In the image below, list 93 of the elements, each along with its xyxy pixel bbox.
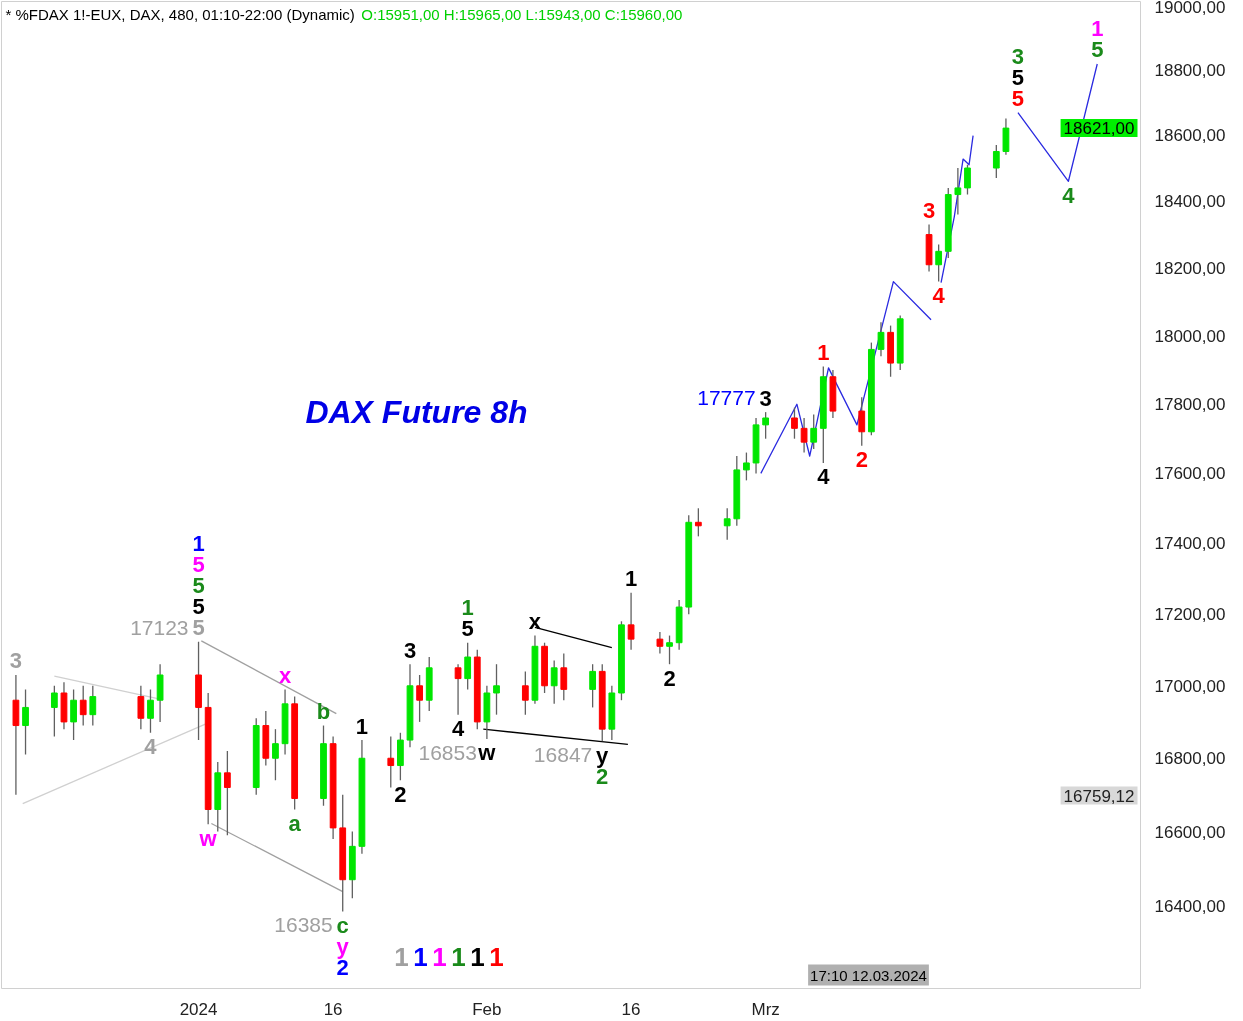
y-tick-label: 17200,00 — [1154, 605, 1226, 625]
candlestick — [858, 396, 866, 447]
candlestick — [89, 685, 97, 727]
candlestick — [723, 507, 731, 541]
annotation: 16847 — [533, 743, 593, 767]
annotation: 4 — [144, 734, 158, 760]
candlestick — [762, 411, 770, 440]
annotation: 1 — [451, 941, 466, 972]
candlestick — [272, 728, 279, 781]
annotation: x — [278, 662, 292, 688]
annotation: 2 — [663, 665, 676, 691]
annotation: 16759,12 — [1063, 786, 1135, 806]
candlestick — [992, 144, 1000, 179]
candlestick — [589, 663, 597, 709]
annotation: 1 — [394, 941, 409, 972]
annotation: 4 — [932, 283, 946, 309]
candlestick — [656, 631, 664, 655]
y-tick-label: 17600,00 — [1154, 464, 1226, 484]
annotation: x — [528, 609, 542, 635]
y-tick-label: 17800,00 — [1154, 395, 1226, 415]
x-tick-label: Mrz — [751, 999, 780, 1019]
annotation: a — [288, 810, 302, 836]
candlestick — [521, 670, 529, 716]
candlestick — [22, 688, 29, 756]
annotation: 2 — [855, 447, 868, 473]
annotation: 2 — [394, 781, 407, 807]
x-tick-label: Feb — [472, 999, 502, 1019]
annotation: 1 — [355, 713, 369, 739]
annotation: 1 — [817, 339, 830, 365]
candlestick — [810, 413, 818, 450]
candlestick — [954, 167, 962, 216]
candlestick — [387, 735, 395, 789]
candlestick — [560, 652, 568, 701]
y-tick-label: 17000,00 — [1154, 676, 1226, 696]
candlestick — [627, 592, 635, 651]
candlestick — [800, 417, 808, 454]
candlestick — [1002, 117, 1010, 156]
candlestick — [416, 674, 423, 723]
annotation: O:15951,00 H:15965,00 L:15943,00 C:15960,00 — [361, 5, 683, 23]
x-tick-label: 16 — [323, 999, 343, 1019]
annotation: 4 — [451, 716, 465, 742]
annotation: 17123 — [130, 615, 189, 639]
annotation: 3 — [922, 198, 936, 224]
annotation: 3 — [9, 648, 23, 674]
annotation: * %FDAX 1!-EUX, DAX, 480, 01:10-22:00 (Dynamic) — [5, 5, 355, 23]
annotation: w — [477, 740, 497, 766]
y-tick-label: 18800,00 — [1154, 60, 1226, 80]
candlestick — [223, 750, 231, 836]
annotation: 17:10 12.03.2024 — [810, 966, 927, 984]
annotation: 3 — [403, 637, 417, 663]
annotation: 4 — [817, 464, 831, 490]
candlestick — [877, 321, 885, 357]
candlestick — [464, 642, 472, 691]
candlestick — [791, 407, 798, 440]
y-tick-label: 19000,00 — [1154, 0, 1226, 17]
annotation: 18621,00 — [1063, 119, 1135, 139]
x-tick-label: 2024 — [179, 999, 218, 1019]
annotation: 1 — [624, 566, 638, 592]
annotation: 17777 — [697, 386, 756, 410]
y-tick-label: 18000,00 — [1154, 326, 1226, 346]
candlestick — [935, 243, 943, 283]
y-tick-label: 18600,00 — [1154, 126, 1226, 146]
annotation: 1 — [432, 941, 447, 972]
candlestick — [493, 663, 500, 716]
annotation: 1 — [470, 941, 485, 972]
candlestick — [666, 634, 673, 665]
y-tick-label: 16400,00 — [1154, 896, 1226, 916]
y-tick-label: 18200,00 — [1154, 259, 1226, 279]
annotation: 1 — [413, 941, 428, 972]
candlestick — [147, 688, 154, 734]
candlestick — [70, 688, 77, 741]
candlestick — [743, 451, 750, 482]
y-tick-label: 16600,00 — [1154, 822, 1226, 842]
candlestick — [50, 685, 58, 738]
x-tick-label: 16 — [621, 999, 641, 1019]
y-tick-label: 18400,00 — [1154, 192, 1226, 212]
annotation: 16853 — [418, 740, 477, 764]
text: DAX Future 8h — [305, 393, 528, 430]
candlestick — [550, 659, 558, 705]
annotation: 1 — [489, 941, 504, 972]
candlestick — [454, 663, 462, 716]
candlestick — [964, 164, 971, 196]
annotation: b — [316, 699, 331, 725]
annotation: 3 — [759, 385, 772, 411]
annotation: 4 — [1062, 182, 1076, 208]
y-tick-label: 17400,00 — [1154, 534, 1226, 554]
annotation: w — [198, 825, 218, 851]
annotation: c — [336, 912, 349, 938]
candlestick — [79, 685, 87, 727]
annotation: 16385 — [274, 913, 333, 937]
y-tick-label: 16800,00 — [1154, 749, 1226, 769]
candlestick — [694, 507, 702, 537]
candlestick — [137, 685, 145, 730]
